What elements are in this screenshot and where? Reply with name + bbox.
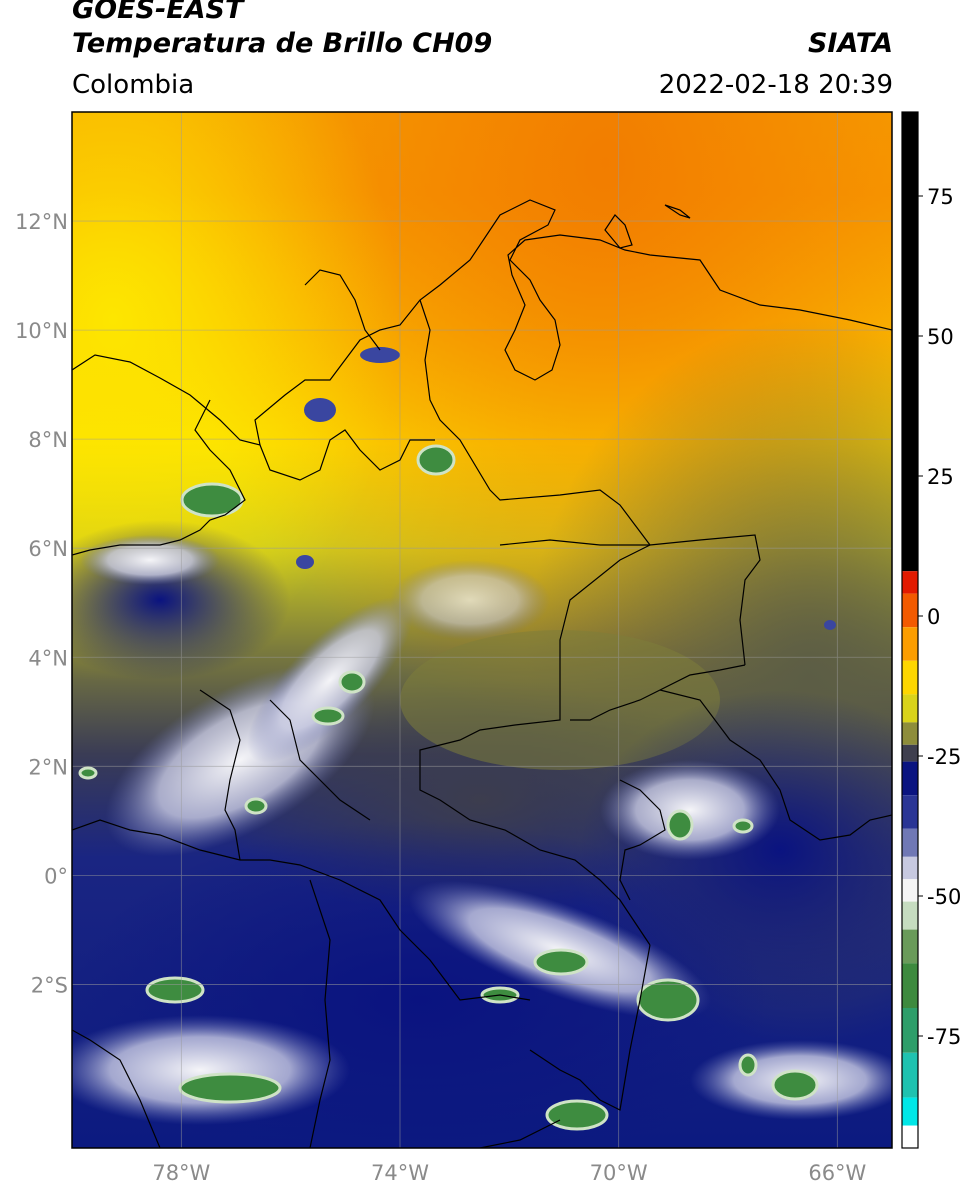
lat-tick-label: 10°N	[15, 319, 68, 343]
organization-label: SIATA	[807, 28, 893, 59]
colorbar-segment	[902, 795, 918, 829]
lon-tick-label: 78°W	[152, 1161, 210, 1185]
colorbar-segment	[902, 1097, 918, 1126]
colorbar-segment	[902, 761, 918, 796]
colorbar-segment	[902, 879, 918, 902]
colorbar-tick-label: 0	[927, 605, 940, 629]
colorbar-segment	[902, 929, 918, 964]
timestamp-label: 2022-02-18 20:39	[658, 70, 893, 100]
lon-tick-label: 74°W	[371, 1161, 429, 1185]
lon-tick-label: 66°W	[808, 1161, 866, 1185]
colorbar-segment	[902, 593, 918, 628]
colorbar-tick-label: -75	[927, 1025, 961, 1049]
colorbar-segment	[902, 1052, 918, 1098]
colorbar-segment	[902, 571, 918, 594]
lat-tick-label: 4°N	[28, 646, 68, 670]
longitude-tick-labels: 78°W 74°W 70°W 66°W	[152, 1161, 866, 1185]
latitude-tick-labels: 12°N 10°N 8°N 6°N 4°N 2°N 0° 2°S	[15, 210, 68, 997]
colorbar-segment	[902, 627, 918, 661]
colorbar-tick-labels: 75 50 25 0 -25 -50 -75	[918, 185, 961, 1049]
colorbar-tick-label: -50	[927, 885, 961, 909]
lat-tick-label: 0°	[44, 864, 68, 888]
colorbar-segment	[902, 901, 918, 930]
plot-frame	[71, 111, 893, 1149]
colorbar-segment	[902, 963, 918, 1008]
lat-tick-label: 2°N	[28, 755, 68, 779]
lat-tick-label: 8°N	[28, 428, 68, 452]
colorbar-segment	[902, 694, 918, 723]
satellite-image	[72, 112, 892, 1148]
lat-tick-label: 6°N	[28, 537, 68, 561]
coastline-borders	[72, 199, 892, 1148]
colorbar-segment	[902, 856, 918, 880]
gridlines	[72, 112, 892, 1148]
lat-tick-label: 2°S	[31, 973, 68, 997]
colorbar-segment	[902, 744, 918, 762]
title-line-2: Temperatura de Brillo CH09	[72, 28, 493, 59]
colorbar	[902, 112, 918, 1148]
colorbar-segment	[902, 1008, 918, 1053]
colorbar-segment	[902, 828, 918, 857]
lon-tick-label: 70°W	[590, 1161, 648, 1185]
colorbar-frame	[901, 111, 919, 1149]
colorbar-tick-label: 75	[927, 185, 954, 209]
lat-tick-label: 12°N	[15, 210, 68, 234]
colorbar-segment	[902, 1125, 918, 1148]
colorbar-segment	[902, 722, 918, 745]
colorbar-tick-label: -25	[927, 745, 961, 769]
colorbar-tick-label: 25	[927, 465, 954, 489]
colorbar-segment	[902, 660, 918, 695]
colorbar-tick-label: 50	[927, 325, 954, 349]
colorbar-segment	[902, 112, 918, 572]
region-label: Colombia	[72, 70, 195, 100]
title-line-1: GOES-EAST	[72, 0, 244, 25]
